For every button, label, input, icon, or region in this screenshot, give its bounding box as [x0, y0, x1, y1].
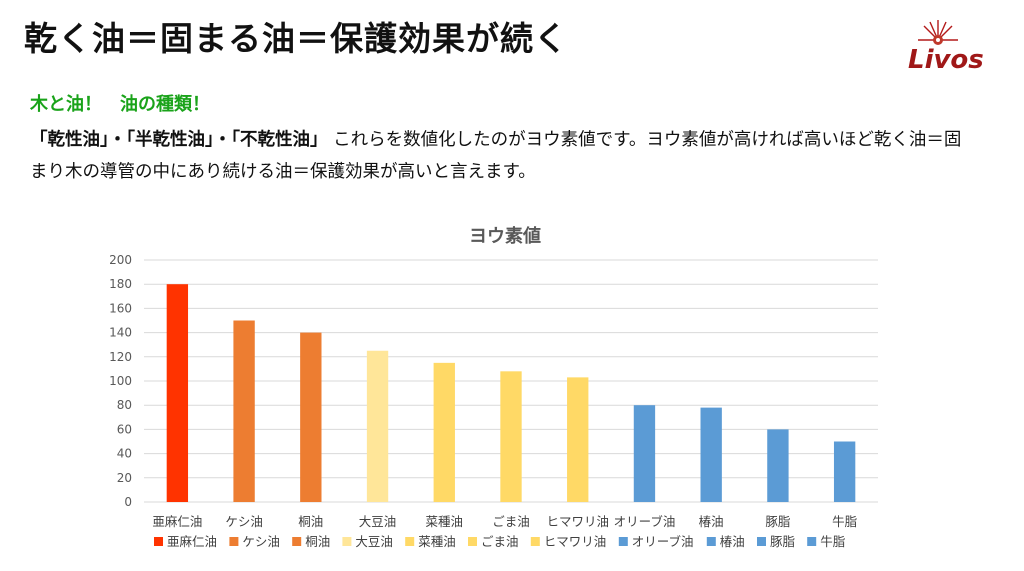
chart-title: ヨウ素値	[469, 225, 541, 247]
legend-label: 亜麻仁油	[167, 534, 217, 549]
legend-swatch	[229, 537, 239, 546]
legend-label: 豚脂	[770, 534, 795, 549]
bar	[633, 405, 656, 502]
legend-swatch	[807, 537, 817, 546]
bar	[233, 320, 255, 502]
bar	[366, 350, 389, 502]
legend-swatch	[618, 537, 628, 546]
bar	[833, 441, 856, 502]
bar	[500, 371, 522, 502]
x-tick-label: ヒマワリ油	[546, 514, 609, 529]
y-tick-label: 60	[117, 422, 132, 436]
body-separator: ・	[108, 130, 127, 150]
legend-label: ごま油	[481, 534, 519, 549]
y-tick-label: 80	[117, 398, 132, 412]
bar	[300, 332, 322, 502]
legend-label: 牛脂	[820, 534, 845, 549]
livos-logo: Livos	[908, 20, 984, 75]
x-tick-label: オリーブ油	[614, 514, 676, 529]
x-tick-label: ケシ油	[225, 514, 263, 529]
bar	[767, 429, 789, 502]
starburst-icon	[918, 20, 958, 45]
x-tick-label: 亜麻仁油	[152, 514, 202, 529]
body-bold-drying-oil: 「乾性油」	[30, 130, 109, 150]
x-tick-label: 大豆油	[359, 514, 397, 529]
x-tick-label: 菜種油	[426, 514, 464, 529]
legend-swatch	[757, 537, 766, 546]
legend-label: ヒマワリ油	[544, 534, 607, 549]
bar	[567, 377, 589, 502]
legend-swatch	[530, 537, 540, 546]
y-tick-label: 140	[109, 326, 132, 340]
y-tick-label: 120	[109, 350, 132, 364]
legend-swatch	[706, 537, 716, 546]
y-tick-label: 0	[124, 495, 132, 509]
iodine-value-chart: ヨウ素値 0 20 40 60 80 100 120 140 160 180 200 亜麻仁油 ケシ油 桐油…	[96, 220, 896, 560]
x-tick-label: 椿油	[699, 514, 724, 529]
legend-swatch	[154, 537, 163, 546]
body-bold-semidrying-oil: 「半乾性油」	[126, 130, 214, 150]
x-tick-label: 豚脂	[765, 514, 790, 529]
legend-swatch	[292, 537, 302, 546]
body-text: これらを数値化したのがヨウ素値です。ヨウ素値が高ければ高いほど乾く油＝固まり木の…	[30, 130, 962, 182]
slide-title: 乾く油＝固まる油＝保護効果が続く	[24, 19, 568, 58]
y-tick-label: 160	[109, 301, 132, 315]
x-tick-label: 牛脂	[832, 514, 857, 529]
bar	[433, 362, 455, 502]
legend-label: 椿油	[720, 534, 745, 549]
y-tick-label: 20	[117, 471, 132, 485]
y-tick-label: 100	[109, 374, 132, 388]
body-bold-nondrying-oil: 「不乾性油」	[231, 130, 328, 150]
logo-text: Livos	[908, 45, 984, 75]
body-separator: ・	[213, 130, 232, 150]
y-tick-label: 180	[109, 277, 132, 291]
legend-swatch	[468, 537, 477, 546]
legend-label: 桐油	[305, 534, 330, 549]
x-tick-label: 桐油	[298, 514, 323, 529]
legend-label: 大豆油	[355, 534, 393, 549]
bar	[166, 284, 189, 502]
legend-label: 菜種油	[418, 534, 456, 549]
slide-subtitle: 木と油！ 油の種類！	[30, 94, 210, 115]
body-paragraph: 「乾性油」・「半乾性油」・「不乾性油」 これらを数値化したのがヨウ素値です。ヨウ…	[30, 124, 970, 188]
legend-label: オリーブ油	[632, 534, 694, 549]
legend-swatch	[342, 537, 352, 546]
y-tick-label: 200	[109, 253, 132, 267]
y-tick-label: 40	[117, 447, 132, 461]
x-tick-label: ごま油	[492, 514, 530, 529]
legend-label: ケシ油	[242, 534, 280, 549]
bar	[700, 407, 722, 502]
legend-swatch	[405, 537, 415, 546]
